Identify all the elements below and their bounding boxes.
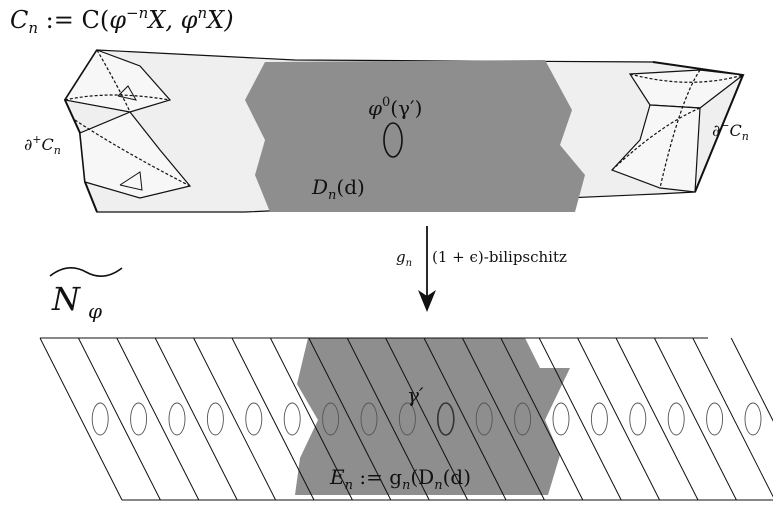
strip-edge — [423, 337, 507, 501]
curve-gamma-top-label: φ0(γ′) — [368, 95, 422, 120]
bottom-block: γ′ En := gn(Dn(d) — [39, 337, 773, 501]
strip-curve — [360, 402, 378, 436]
image-region-label: En := gn(Dn(d) — [329, 465, 471, 493]
strip-edge — [538, 337, 622, 501]
strip-edge — [615, 337, 699, 501]
title-assign: := C( — [38, 6, 109, 34]
title-c-sub: n — [28, 19, 38, 37]
strip-curve — [245, 402, 263, 436]
disk-region — [245, 60, 585, 212]
strip-edge — [692, 337, 773, 498]
strip-curve — [168, 402, 186, 436]
strip-curve — [398, 402, 416, 436]
title-exp-1: −n — [126, 4, 148, 22]
bilipschitz-arrow — [418, 226, 436, 312]
title-formula: Cn := C(φ−nX, φnX) — [10, 4, 234, 37]
strip-edge — [653, 337, 737, 501]
curve-gamma-bottom — [436, 402, 455, 436]
strip-edge — [193, 337, 277, 501]
top-block: φ0(γ′) Dn(d) ∂+Cn ∂−Cn — [24, 49, 749, 213]
svg-text:N: N — [51, 280, 81, 318]
arrow-description: (1 + ϵ)-bilipschitz — [432, 248, 567, 266]
strip-edge — [154, 337, 238, 501]
strip-edge — [730, 337, 773, 422]
strip-edge — [77, 337, 161, 501]
strip-curves — [91, 402, 762, 436]
strip-curve — [514, 402, 532, 436]
strip-curve — [552, 402, 570, 436]
svg-text:φ: φ — [88, 299, 102, 323]
strip-curve — [667, 402, 685, 436]
strip-edge — [39, 337, 123, 501]
title-phi-2: φ — [181, 6, 198, 34]
left-boundary-surface — [63, 49, 192, 213]
strip-curve — [283, 402, 301, 436]
arrow-map-label: gn — [396, 248, 412, 269]
title-c: C — [10, 6, 28, 34]
left-boundary-label: ∂+Cn — [24, 133, 61, 157]
strip-curve — [206, 402, 224, 436]
strip-edge — [577, 337, 661, 501]
title-x-1: X, — [146, 6, 180, 34]
title-phi-1: φ — [109, 6, 126, 34]
cover-label: N φ — [49, 267, 123, 323]
disk-label: Dn(d) — [311, 175, 365, 203]
strip-edge — [500, 337, 584, 501]
right-boundary-label: ∂−Cn — [712, 119, 749, 143]
strip-edge — [308, 337, 392, 501]
curve-gamma-top — [383, 122, 403, 158]
strip-edge — [346, 337, 430, 501]
strip-curve — [744, 402, 762, 436]
curve-gamma-bottom-label: γ′ — [407, 383, 424, 407]
strip-edge — [116, 337, 200, 501]
title-exp-2: n — [197, 4, 207, 22]
strip-edge — [385, 337, 469, 501]
strip-curve — [130, 402, 148, 436]
strip-edge — [269, 337, 353, 501]
strip-edge — [461, 337, 545, 501]
strip-curve — [590, 402, 608, 436]
image-region — [295, 338, 570, 495]
strip-edge — [231, 337, 315, 501]
strip-curve — [475, 402, 493, 436]
slanted-strips — [39, 337, 773, 501]
cover-tilde — [49, 267, 123, 277]
strip-curve — [706, 402, 724, 436]
title-x-2: X) — [205, 6, 233, 34]
strip-curve — [322, 402, 340, 436]
strip-curve — [91, 402, 109, 436]
right-boundary-surface — [610, 61, 745, 193]
strip-curve — [629, 402, 647, 436]
